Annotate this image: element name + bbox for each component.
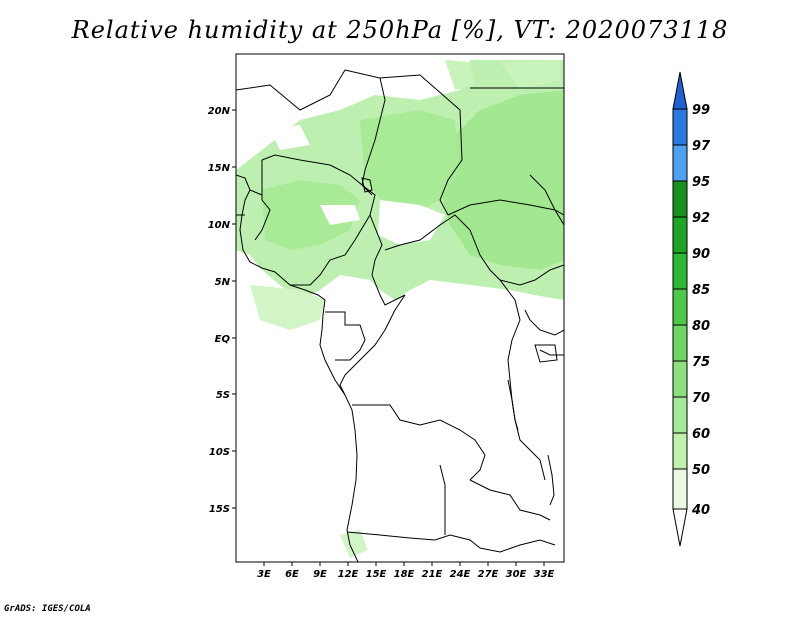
lat-tick-label: 15N	[208, 163, 231, 174]
colorbar-label: 99	[692, 103, 710, 118]
lon-tick-label: 27E	[478, 569, 499, 580]
colorbar-segment	[672, 288, 688, 326]
colorbar-label: 80	[692, 319, 710, 334]
lon-tick-label: 9E	[313, 569, 327, 580]
colorbar-segment	[672, 360, 688, 398]
border-mali-niger	[236, 69, 346, 111]
coastline-west	[236, 174, 359, 562]
colorbar-label: 92	[692, 211, 710, 226]
ethiopia-border	[529, 174, 564, 226]
lon-tick-label: 33E	[534, 569, 555, 580]
colorbar-label: 50	[692, 463, 710, 478]
colorbar-segment	[672, 180, 688, 218]
colorbar-label: 97	[692, 139, 711, 154]
humidity-region-gap	[270, 125, 445, 245]
colorbar-segment	[672, 252, 688, 290]
lon-tick-label: 3E	[257, 569, 271, 580]
border-sudan-ss	[447, 199, 564, 216]
software-credit: GrADS: IGES/COLA	[4, 604, 91, 614]
colorbar-label: 60	[692, 427, 710, 442]
humidity-region-west-core	[262, 180, 360, 250]
colorbar-segment	[672, 108, 688, 146]
colorbar-label: 95	[692, 175, 710, 190]
colorbar	[672, 71, 688, 547]
lat-tick-label: 10S	[209, 447, 230, 458]
country-borders	[236, 69, 564, 562]
colorbar-max-arrow	[672, 71, 688, 110]
humidity-region-south-speck	[340, 530, 368, 558]
lat-tick-label: 20N	[208, 106, 231, 117]
border-ss-ethiopia	[499, 264, 564, 286]
lon-tick-label: 24E	[450, 569, 471, 580]
humidity-field	[236, 60, 564, 558]
lat-tick-label: 5S	[216, 390, 230, 401]
border-cameroon	[369, 214, 406, 306]
border-car	[384, 214, 501, 281]
lat-tick-label: EQ	[215, 334, 231, 345]
lake-victoria	[534, 344, 558, 363]
colorbar-segment	[672, 468, 688, 510]
map-frame	[235, 53, 565, 563]
humidity-region-east-core	[440, 90, 564, 270]
colorbar-label: 85	[692, 283, 710, 298]
lon-tick-label: 21E	[422, 569, 443, 580]
lat-axis: 20N 15N 10N 5N EQ 5S 10S 15S	[208, 106, 236, 515]
colorbar-label: 90	[692, 247, 710, 262]
border-congo-drc	[339, 294, 406, 396]
border-namibia	[346, 531, 481, 549]
lon-tick-label: 30E	[506, 569, 527, 580]
lake-malawi	[547, 454, 555, 506]
lon-axis: 3E 6E 9E 12E 15E 18E 21E 24E 27E 30E 33E	[257, 562, 555, 580]
colorbar-label: 70	[692, 391, 710, 406]
colorbar-label: 75	[692, 355, 710, 370]
humidity-region-northeast-cloud	[445, 60, 560, 90]
colorbar-segment	[672, 144, 688, 182]
lat-tick-label: 5N	[215, 277, 231, 288]
lat-tick-label: 15S	[209, 504, 230, 515]
colorbar-label: 40	[691, 503, 710, 518]
humidity-region-gulf	[250, 285, 325, 330]
lon-tick-label: 15E	[366, 569, 387, 580]
border-nigeria	[261, 154, 376, 286]
border-angola-zambia	[439, 464, 446, 535]
lon-tick-label: 18E	[394, 569, 415, 580]
lake-tanganyika	[507, 379, 519, 431]
lon-tick-label: 6E	[285, 569, 299, 580]
lake-chad	[361, 177, 373, 193]
colorbar-segment	[672, 396, 688, 434]
colorbar-min-arrow	[672, 508, 688, 547]
map-title: Relative humidity at 250hPa [%], VT: 202…	[71, 16, 729, 44]
border-chad-sudan	[379, 74, 463, 216]
border-west-africa-interior	[236, 160, 271, 241]
border-zimbabwe	[479, 539, 556, 553]
border-gabon	[325, 311, 366, 361]
colorbar-segment	[672, 216, 688, 254]
border-east-lakes	[524, 309, 564, 356]
colorbar-segment	[672, 432, 688, 470]
lon-tick-label: 12E	[338, 569, 359, 580]
border-drc-east	[499, 279, 546, 481]
border-angola-drc	[352, 404, 486, 481]
lat-tick-label: 10N	[208, 220, 231, 231]
colorbar-segment	[672, 324, 688, 362]
colorbar-labels: 99 97 95 92 90 85 80 75 70 60 50 40	[691, 103, 711, 518]
border-zambia	[469, 479, 551, 521]
humidity-region-central-core	[360, 110, 460, 215]
